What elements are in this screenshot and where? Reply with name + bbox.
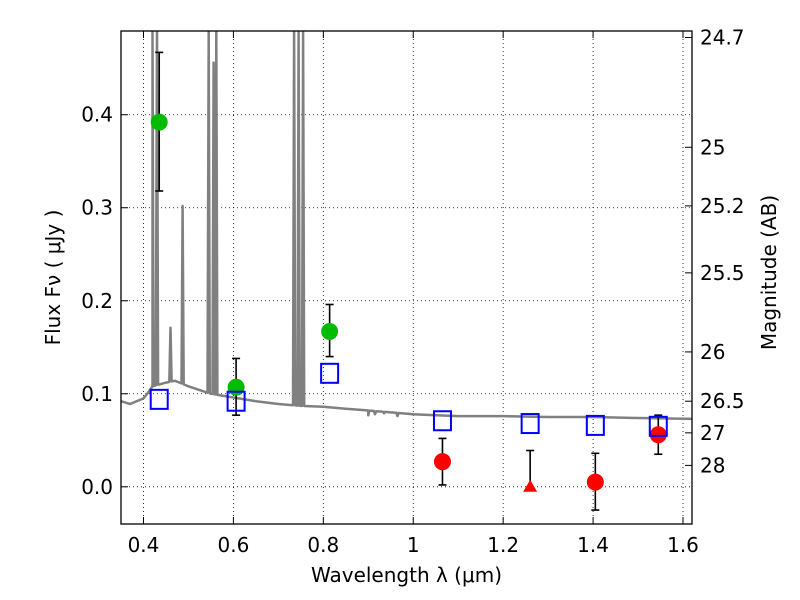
data-point [227, 378, 245, 396]
y-tick-label: 0.4 [81, 103, 113, 127]
y-tick-label: 0.0 [81, 475, 113, 499]
model-photometry-point [149, 388, 169, 410]
plot-frame [120, 30, 693, 525]
model-photometry-point [320, 362, 340, 384]
x-tick-label: 0.4 [128, 533, 160, 557]
data-point [433, 453, 451, 471]
y2-tick-label: 28 [700, 453, 725, 477]
upper-limit-point [523, 479, 538, 492]
x-tick-label: 0.8 [307, 533, 339, 557]
y2-tick-label: 25 [700, 135, 725, 159]
model-photometry-point [585, 414, 605, 436]
y2-tick-label: 26.5 [700, 389, 745, 413]
y2-tick-label: 27 [700, 421, 725, 445]
y2-tick-label: 24.7 [700, 26, 745, 50]
model-photometry-point [648, 415, 668, 437]
x-tick-label: 1 [407, 533, 420, 557]
y-tick-label: 0.2 [81, 289, 113, 313]
model-spectrum-line [121, 31, 692, 421]
x-tick-label: 0.6 [217, 533, 249, 557]
x-tick-label: 1.2 [487, 533, 519, 557]
x-tick-label: 1.6 [667, 533, 699, 557]
axis-ticks: 0.4 0.6 0.8 1 1.2 1.4 1.6 0.0 0.1 0.2 0.3 0.4 24.7 25… [81, 26, 744, 557]
model-spectrum [121, 31, 692, 421]
x-tick-label: 1.4 [577, 533, 609, 557]
model-photometry-point [520, 413, 540, 435]
data-point [150, 113, 168, 131]
y-tick-label: 0.1 [81, 382, 113, 406]
model-photometry-point [226, 390, 246, 412]
data-point [649, 426, 667, 444]
y2-tick-label: 25.5 [700, 261, 745, 285]
y2-tick-label: 25.2 [700, 194, 745, 218]
model-photometry-point [432, 410, 452, 432]
data-points [149, 51, 668, 511]
y2-tick-label: 26 [700, 340, 725, 364]
x-axis-title: Wavelength λ (μm) [311, 563, 502, 587]
y-axis-title: Flux Fν ( μJy ) [41, 210, 65, 346]
y-tick-label: 0.3 [81, 196, 113, 220]
data-point [586, 473, 604, 491]
y2-axis-title: Magnitude (AB) [757, 195, 781, 350]
data-point [321, 322, 339, 340]
